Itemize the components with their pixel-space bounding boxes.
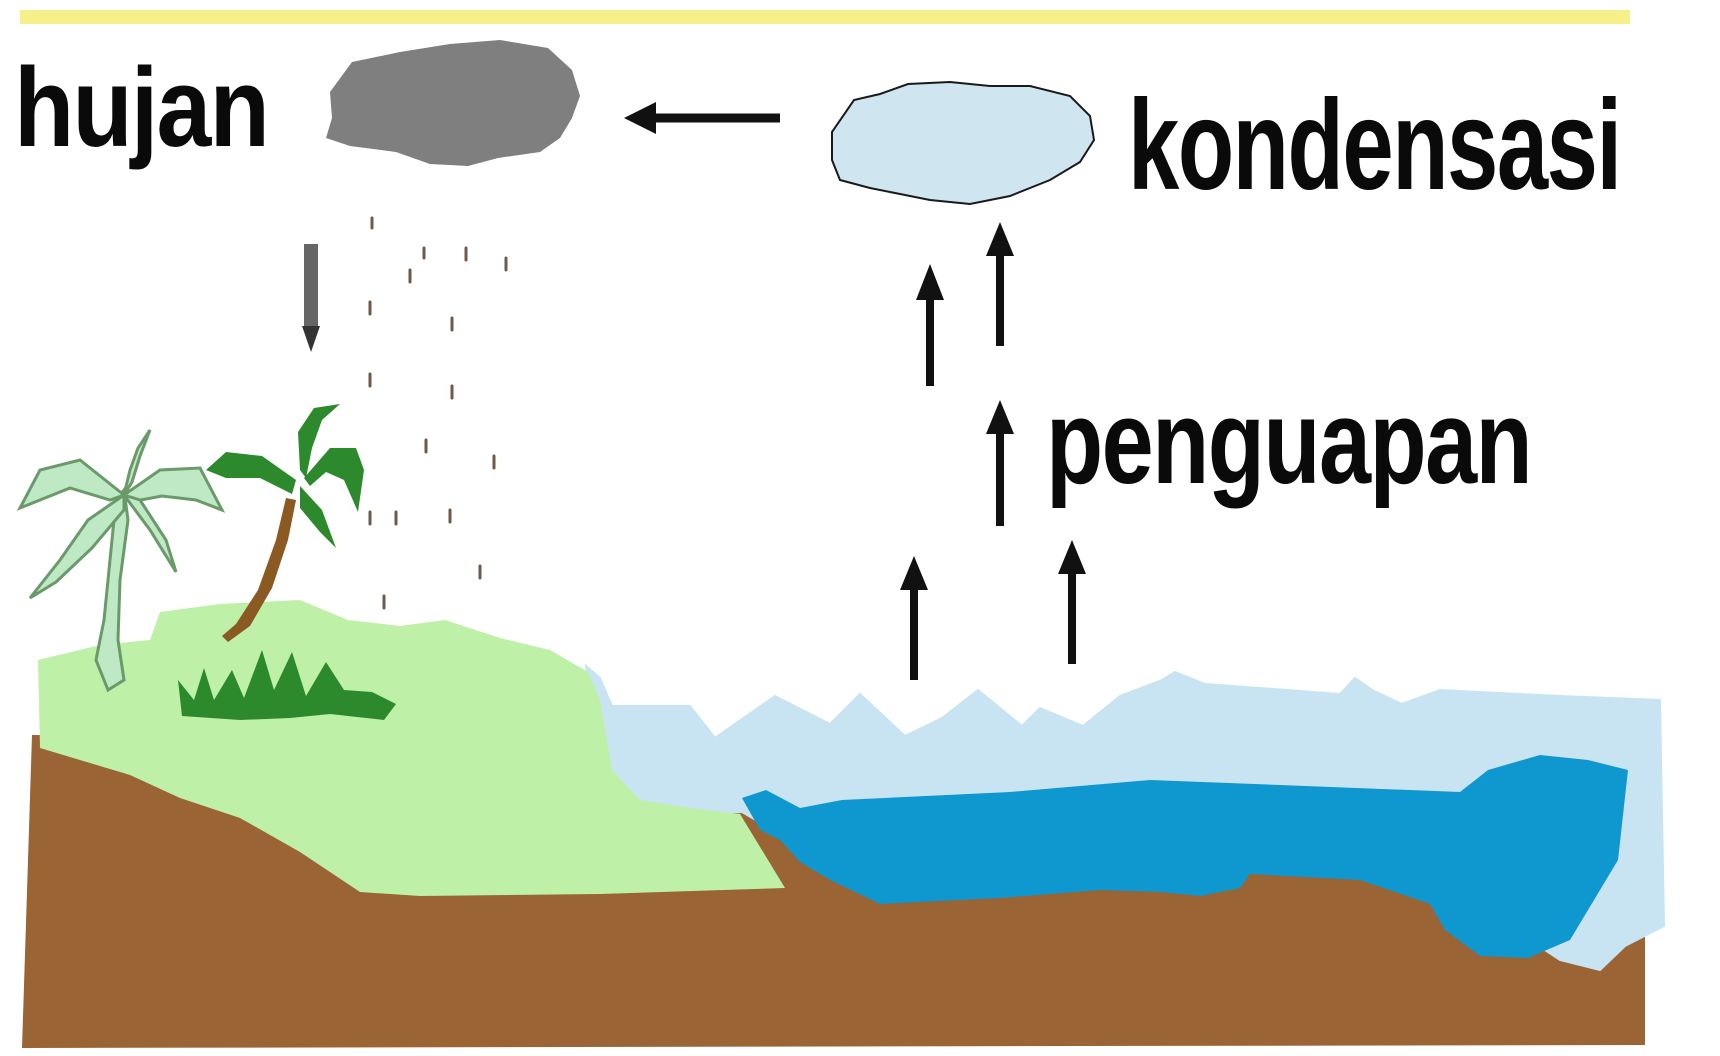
evaporation-arrow-2 — [1058, 540, 1086, 664]
evaporation-arrow-5 — [986, 222, 1014, 346]
evaporation-arrows — [900, 222, 1086, 680]
condensation-cloud-icon — [831, 80, 1096, 206]
label-kondensasi: kondensasi — [1128, 74, 1622, 217]
label-penguapan: penguapan — [1046, 375, 1533, 509]
advection-arrow — [624, 102, 780, 134]
rain-drops — [368, 216, 508, 610]
rain-cloud-icon — [326, 40, 580, 166]
grass-icon — [178, 650, 396, 720]
evaporation-arrow-3 — [986, 400, 1014, 526]
sea-deep — [742, 755, 1628, 958]
land-hill — [38, 600, 785, 896]
rainfall-arrow — [302, 244, 320, 352]
label-hujan: hujan — [14, 45, 270, 170]
light-palm-tree-icon — [16, 429, 226, 693]
dark-palm-tree-icon — [206, 404, 364, 642]
evaporation-arrow-4 — [916, 264, 944, 386]
top-highlight-line — [20, 10, 1630, 24]
evaporation-arrow-1 — [900, 556, 928, 680]
